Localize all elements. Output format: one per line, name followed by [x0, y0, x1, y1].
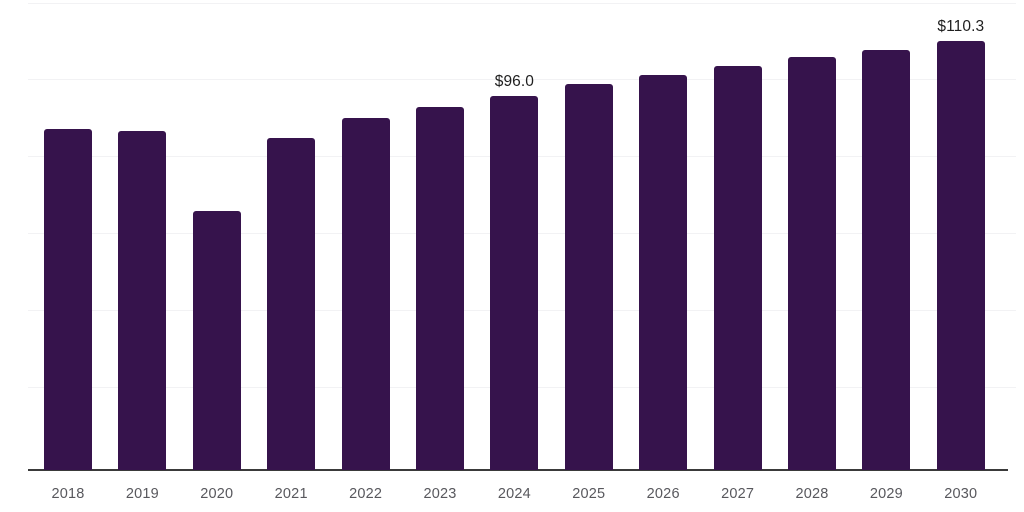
x-tick-label-2028: 2028: [795, 486, 829, 502]
bar-group: [713, 0, 762, 470]
x-tick-label-2022: 2022: [349, 486, 383, 502]
bar-2022[interactable]: [341, 117, 390, 470]
x-tick-label-2026: 2026: [646, 486, 680, 502]
bar-2029[interactable]: [862, 50, 911, 470]
bar-group: [564, 0, 613, 470]
bar-2020[interactable]: [192, 210, 241, 470]
bar-group: [118, 0, 167, 470]
bar-group: [639, 0, 688, 470]
x-tick-label-2027: 2027: [721, 486, 755, 502]
x-tick-label-2029: 2029: [869, 486, 903, 502]
x-tick-label-2023: 2023: [423, 486, 457, 502]
gridline: [28, 79, 1016, 80]
bar-2018[interactable]: [44, 129, 92, 470]
bar-group: [788, 0, 836, 470]
bar-group: [862, 0, 911, 470]
bar-value-label-2030: $110.3: [937, 17, 985, 35]
bar-2024[interactable]: [490, 96, 539, 470]
bar-2025[interactable]: [564, 84, 613, 470]
bar-group: [416, 0, 464, 470]
x-tick-label-2018: 2018: [51, 486, 85, 502]
x-tick-label-2025: 2025: [572, 486, 606, 502]
bar-value-label-2024: $96.0: [494, 73, 535, 91]
x-tick-label-2024: 2024: [497, 486, 531, 502]
x-tick-label-2019: 2019: [125, 486, 159, 502]
bar-group: [341, 0, 390, 470]
bar-2019[interactable]: [118, 130, 167, 470]
bars-layer: $96.0 $110.3: [44, 0, 985, 470]
bar-group: [267, 0, 316, 470]
gridline: [28, 3, 1016, 4]
x-tick-label-2021: 2021: [274, 486, 308, 502]
bar-2028[interactable]: [788, 56, 836, 470]
bar-2026[interactable]: [639, 75, 688, 470]
bar-2030[interactable]: [936, 40, 985, 470]
bar-group: $110.3: [936, 0, 985, 470]
bar-2021[interactable]: [267, 137, 316, 470]
bar-2027[interactable]: [713, 65, 762, 470]
x-tick-label-2030: 2030: [944, 486, 978, 502]
bar-group: [44, 0, 92, 470]
x-axis-labels: 2018 2019 2020 2021 2022 2023 2024 2025 2026 2027…: [0, 470, 1024, 512]
x-tick-label-2020: 2020: [200, 486, 234, 502]
bar-2023[interactable]: [416, 106, 464, 470]
bar-group: $96.0: [490, 0, 539, 470]
bar-group: [192, 0, 241, 470]
